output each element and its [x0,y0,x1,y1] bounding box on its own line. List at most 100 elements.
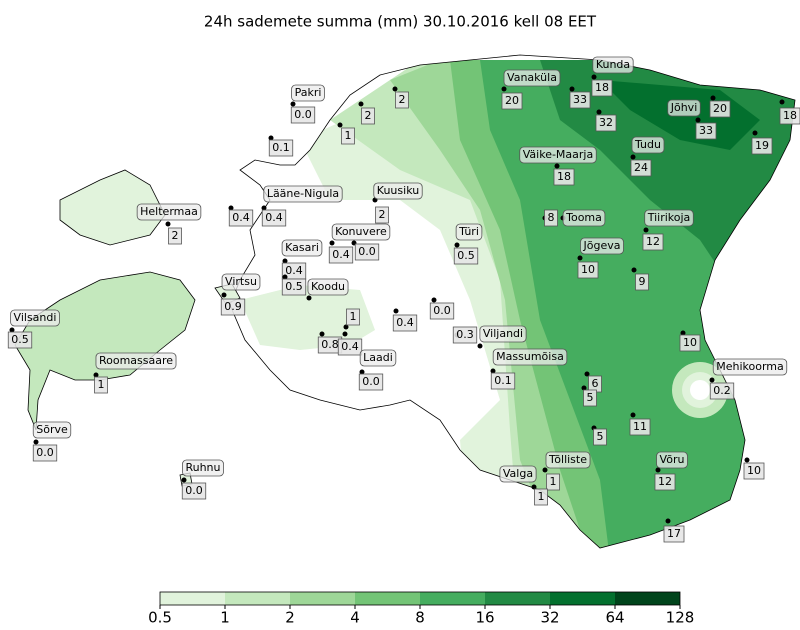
value-box [593,428,607,446]
name-box [291,84,325,102]
station-name: Valga [503,467,533,480]
station-dot [221,292,227,298]
station-dot [779,99,785,105]
station-dot [358,101,364,107]
station-dot [655,467,661,473]
value-box [577,261,599,279]
value-box [375,206,389,224]
precip-zone [690,380,710,400]
station-value: 20 [713,102,727,115]
map-title: 24h sademete summa (mm) 30.10.2016 kell … [204,13,597,31]
value-box [392,314,418,332]
value-box [354,243,380,261]
station-value: 18 [595,81,609,94]
station-dot [282,274,288,280]
name-box [562,209,606,227]
value-box [642,233,664,251]
station-name: Massumõisa [496,350,564,363]
station-name: Laadi [363,351,393,364]
station-value: 0.5 [457,249,475,262]
station-name: Jõgeva [583,239,621,252]
station-dot [454,242,460,248]
station-value: 0.4 [396,316,414,329]
name-box [492,348,568,366]
station-value: 0.5 [11,333,29,346]
name-box [95,352,177,370]
value-box [220,298,246,316]
station-value: 0.0 [433,304,451,317]
name-box [10,309,60,327]
colorbar-segment [485,592,550,605]
station-dot [542,467,548,473]
station-value: 12 [646,235,660,248]
station-dot [630,412,636,418]
station-dot [181,477,187,483]
name-box [281,239,323,257]
station-dot [695,117,701,123]
name-box [182,459,224,477]
station-dot [393,308,399,314]
station-value: 0.4 [341,340,359,353]
station-dot [584,371,590,377]
station-value: 0.1 [494,374,512,387]
value-box [629,418,651,436]
name-box [479,325,527,343]
colorbar-segment [290,592,355,605]
station-value: 11 [633,420,647,433]
station-dot [577,255,583,261]
station-name: Mehikoorma [716,360,784,373]
name-box [545,451,591,469]
value-box [569,91,591,109]
value-box [337,338,363,356]
station-dot [343,324,349,330]
station-name: Väike-Maarja [523,148,593,161]
station-name: Tooma [565,211,602,224]
name-box [519,146,597,164]
station-dot [591,74,597,80]
colorbar-tick-label: 16 [475,609,494,627]
name-box [331,223,391,241]
value-box [453,247,479,265]
station-name: Tõlliste [548,453,587,466]
station-name: Vanaküla [507,71,557,84]
name-box [373,182,423,200]
station-dot [228,205,234,211]
value-box [228,209,254,227]
station-dot [581,385,587,391]
station-value: 10 [581,263,595,276]
value-box [595,114,617,132]
station-name: Ruhnu [185,461,220,474]
station-value: 0.1 [272,141,290,154]
name-box [455,223,483,241]
station-value: 0.5 [285,280,303,293]
station-name: Heltermaa [140,205,198,218]
colorbar-segment [225,592,290,605]
station-name: Kuusiku [377,184,419,197]
value-box [261,209,287,227]
station-value: 18 [557,170,571,183]
colorbar-segment [160,592,225,605]
value-box [534,488,548,506]
colorbar-tick-label: 128 [666,609,695,627]
station-value: 0.9 [224,300,242,313]
station-value: 1 [538,490,545,503]
station-value: 10 [683,336,697,349]
value-box [695,122,717,140]
station-dot [431,297,437,303]
station-value: 0.3 [456,328,474,341]
station-value: 5 [597,430,604,443]
value-box [181,482,207,500]
value-box [709,382,735,400]
station-value: 1 [550,475,557,488]
station-dot [680,330,686,336]
station-dot [744,457,750,463]
station-name: Türi [458,225,479,238]
station-dot [9,327,15,333]
station-name: Jõhvi [670,101,698,114]
colorbar-tick-label: 0.5 [148,609,172,627]
value-box [663,525,685,543]
name-box [712,358,788,376]
colorbar-segment [420,592,485,605]
colorbar-tick-label: 4 [350,609,360,627]
